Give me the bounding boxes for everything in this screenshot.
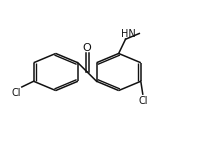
Text: HN: HN bbox=[121, 29, 135, 39]
Text: Cl: Cl bbox=[11, 88, 21, 98]
Text: O: O bbox=[83, 43, 92, 53]
Text: Cl: Cl bbox=[138, 95, 148, 106]
